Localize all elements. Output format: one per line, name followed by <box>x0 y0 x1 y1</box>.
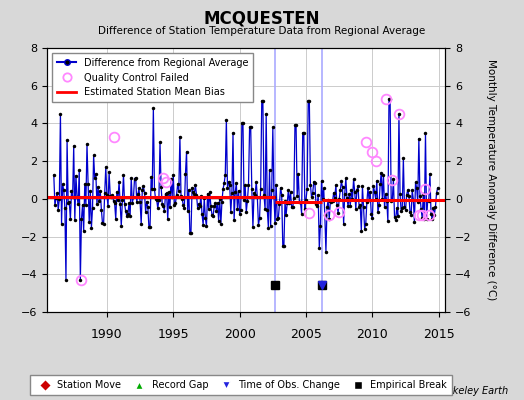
Text: 2015: 2015 <box>423 328 455 341</box>
Text: MCQUESTEN: MCQUESTEN <box>204 10 320 28</box>
Text: 2010: 2010 <box>356 328 388 341</box>
Text: 1995: 1995 <box>157 328 189 341</box>
Text: 2005: 2005 <box>290 328 322 341</box>
Text: Difference of Station Temperature Data from Regional Average: Difference of Station Temperature Data f… <box>99 26 425 36</box>
Legend: Station Move, Record Gap, Time of Obs. Change, Empirical Break: Station Move, Record Gap, Time of Obs. C… <box>30 376 452 395</box>
Text: Berkeley Earth: Berkeley Earth <box>436 386 508 396</box>
Legend: Difference from Regional Average, Quality Control Failed, Estimated Station Mean: Difference from Regional Average, Qualit… <box>52 53 254 102</box>
Text: 2000: 2000 <box>224 328 256 341</box>
Text: 1990: 1990 <box>91 328 123 341</box>
Y-axis label: Monthly Temperature Anomaly Difference (°C): Monthly Temperature Anomaly Difference (… <box>486 59 496 301</box>
